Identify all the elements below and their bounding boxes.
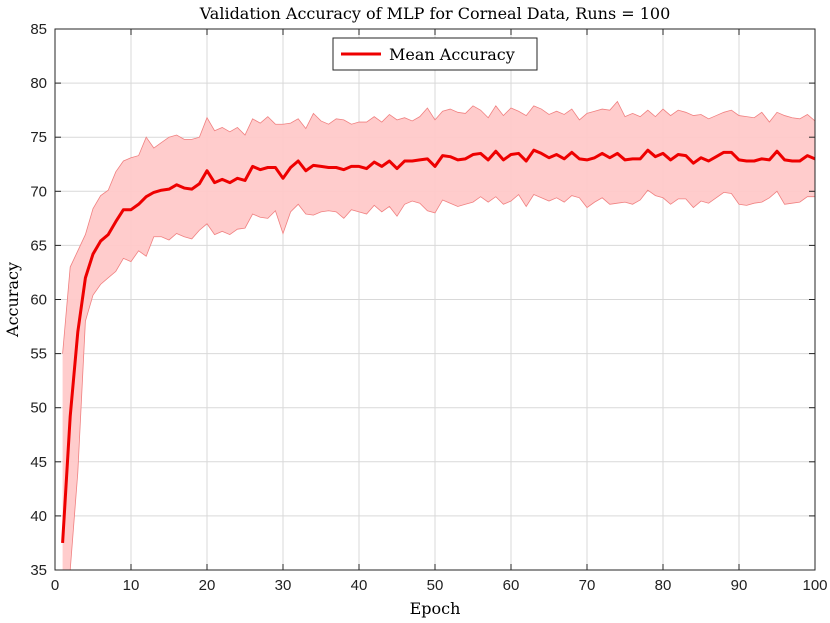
y-axis-label: Accuracy: [3, 262, 22, 338]
x-tick-label: 80: [655, 577, 672, 594]
x-tick-label: 20: [199, 577, 216, 594]
x-tick-label: 30: [275, 577, 292, 594]
y-tick-label: 80: [30, 75, 47, 92]
x-tick-label: 90: [731, 577, 748, 594]
y-tick-label: 70: [30, 183, 47, 200]
y-tick-label: 60: [30, 292, 47, 309]
y-tick-label: 40: [30, 508, 47, 525]
band-lower-edge: [62, 189, 815, 571]
y-tick-label: 75: [30, 129, 47, 146]
chart-title: Validation Accuracy of MLP for Corneal D…: [199, 4, 671, 23]
legend-label-mean-accuracy: Mean Accuracy: [389, 45, 515, 64]
tick-labels: 0 10 20 30 40 50 60 70 80 90 100 35 40 45 50 55 60 65 70 75…: [30, 21, 827, 594]
series-line-mean-accuracy: [61, 148, 816, 544]
x-tick-label: 100: [802, 577, 827, 594]
y-tick-label: 50: [30, 400, 47, 417]
band-area: [62, 101, 816, 570]
band-upper-edge: [62, 100, 816, 354]
x-tick-label: 50: [427, 577, 444, 594]
x-tick-label: 0: [51, 577, 59, 594]
x-tick-label: 40: [351, 577, 368, 594]
x-tick-label: 60: [503, 577, 520, 594]
x-tick-label: 10: [123, 577, 140, 594]
legend: Mean Accuracy: [332, 37, 538, 71]
x-tick-label: 70: [579, 577, 596, 594]
y-tick-label: 55: [30, 346, 47, 363]
y-tick-label: 65: [30, 237, 47, 254]
y-tick-label: 85: [30, 21, 47, 38]
y-tick-label: 35: [30, 562, 47, 579]
x-axis-label: Epoch: [410, 599, 461, 618]
y-tick-label: 45: [30, 454, 47, 471]
